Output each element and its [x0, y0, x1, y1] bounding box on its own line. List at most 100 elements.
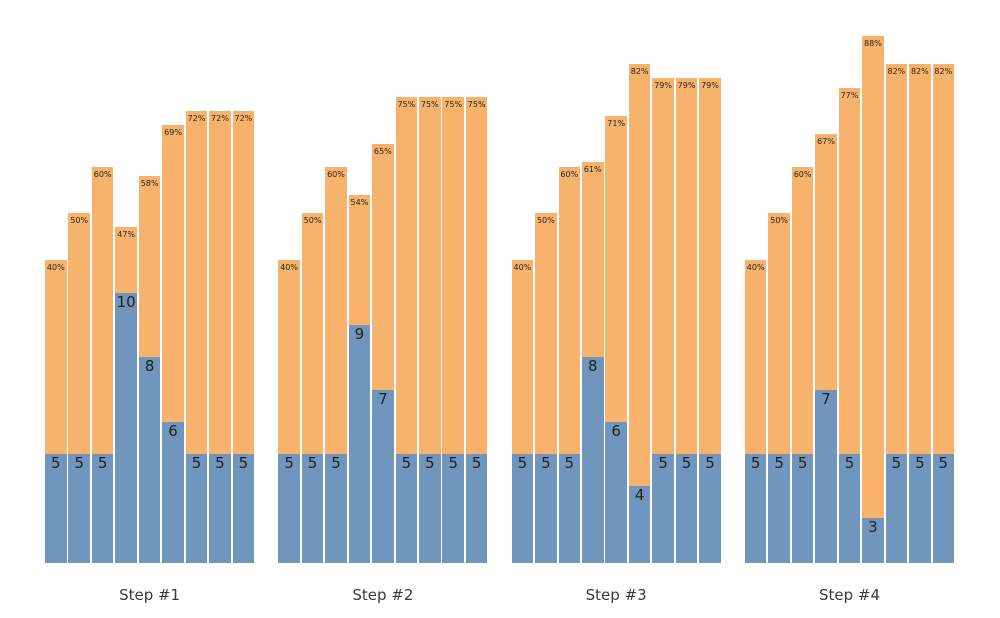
- bar-blue-segment: [68, 454, 91, 563]
- step-label: Step #3: [585, 586, 647, 604]
- bar-pct-label: 75%: [397, 99, 416, 109]
- bar-blue-segment: [348, 325, 371, 563]
- bar-orange-segment: [652, 78, 674, 454]
- bar-blue-segment: [909, 454, 931, 563]
- bar-pct-label: 50%: [70, 216, 89, 226]
- bar-pct-label: 82%: [934, 67, 953, 77]
- step-label: Step #1: [119, 586, 181, 604]
- bar-pct-label: 40%: [513, 263, 532, 272]
- bar-value-label: 8: [587, 357, 598, 376]
- bar-pct-label: 69%: [164, 127, 182, 137]
- bar-orange-segment: [372, 143, 394, 390]
- bar-blue-segment: [372, 389, 394, 563]
- bar-value-label: 5: [51, 454, 61, 472]
- bar-pct-label: 82%: [887, 67, 906, 77]
- bar-blue-segment: [138, 357, 161, 563]
- bar-blue-segment: [699, 454, 721, 563]
- bar-value-label: 5: [284, 454, 294, 472]
- bar-blue-segment: [419, 454, 441, 563]
- bar-blue-segment: [652, 454, 674, 563]
- bar-orange-segment: [815, 134, 837, 390]
- bar-value-label: 5: [517, 454, 528, 472]
- bar-pct-label: 50%: [303, 216, 322, 226]
- bar-pct-label: 65%: [374, 146, 392, 156]
- bar-value-label: 5: [331, 454, 341, 472]
- bar-value-label: 5: [774, 454, 784, 472]
- bar-orange-segment: [511, 260, 534, 454]
- bar-value-label: 5: [750, 454, 761, 472]
- bar-orange-segment: [45, 260, 67, 454]
- bar-blue-segment: [768, 454, 790, 563]
- bar-pct-label: 72%: [211, 113, 229, 123]
- bar-value-label: 8: [144, 357, 155, 376]
- bar-pct-label: 40%: [46, 263, 65, 272]
- bar-pct-label: 50%: [770, 216, 789, 226]
- bar-blue-segment: [278, 454, 300, 563]
- bar-orange-segment: [909, 64, 931, 454]
- bar-value-label: 5: [681, 454, 692, 472]
- bar-value-label: 4: [634, 486, 645, 505]
- bar-value-label: 6: [168, 421, 178, 440]
- bar-pct-label: 75%: [467, 99, 486, 109]
- bar-blue-segment: [511, 454, 534, 563]
- bar-pct-label: 71%: [607, 118, 626, 128]
- bar-orange-segment: [301, 213, 324, 454]
- bar-pct-label: 79%: [654, 81, 672, 91]
- bar-value-label: 5: [307, 454, 318, 472]
- bar-orange-segment: [744, 260, 767, 454]
- bar-blue-segment: [162, 421, 184, 563]
- bar-orange-segment: [138, 176, 161, 358]
- bar-blue-segment: [815, 389, 837, 563]
- bar-blue-segment: [395, 454, 418, 563]
- bar-orange-segment: [558, 166, 581, 454]
- bar-value-label: 5: [471, 454, 482, 472]
- bar-pct-label: 60%: [93, 169, 112, 179]
- bar-pct-label: 67%: [817, 137, 835, 147]
- step-label: Step #4: [818, 586, 881, 604]
- bar-value-label: 5: [564, 454, 575, 472]
- bar-orange-segment: [605, 115, 627, 422]
- bar-value-label: 5: [97, 454, 108, 472]
- bar-value-label: 5: [425, 454, 435, 472]
- bar-orange-segment: [348, 194, 371, 326]
- bar-pct-label: 79%: [677, 81, 696, 91]
- bar-pct-label: 61%: [583, 165, 602, 175]
- bar-pct-label: 60%: [327, 169, 345, 179]
- bar-blue-segment: [628, 486, 651, 563]
- bar-pct-label: 47%: [117, 230, 136, 240]
- bar-pct-label: 72%: [234, 113, 253, 123]
- bar-blue-segment: [232, 454, 255, 563]
- bar-pct-label: 88%: [864, 39, 882, 49]
- bar-value-label: 10: [116, 293, 136, 311]
- bar-orange-segment: [162, 124, 184, 422]
- bar-blue-segment: [791, 454, 814, 563]
- bar-blue-segment: [301, 454, 324, 563]
- bar-blue-segment: [45, 454, 67, 563]
- bar-pct-label: 77%: [840, 90, 859, 100]
- bar-value-label: 5: [915, 454, 925, 472]
- bar-orange-segment: [581, 162, 604, 358]
- bar-blue-segment: [325, 454, 347, 563]
- bar-value-label: 5: [215, 454, 225, 472]
- bar-orange-segment: [209, 110, 231, 454]
- bar-orange-segment: [535, 213, 557, 454]
- bar-blue-segment: [932, 454, 955, 563]
- bar-blue-segment: [862, 518, 884, 563]
- bar-value-label: 5: [448, 454, 458, 472]
- bar-orange-segment: [68, 213, 91, 454]
- bar-orange-segment: [442, 96, 465, 454]
- bar-orange-segment: [115, 227, 137, 293]
- bar-pct-label: 40%: [280, 263, 298, 272]
- bar-orange-segment: [862, 36, 884, 519]
- bar-value-label: 7: [821, 389, 831, 408]
- bar-blue-segment: [675, 454, 698, 563]
- bar-blue-segment: [185, 454, 208, 563]
- bar-pct-label: 40%: [746, 263, 765, 272]
- bar-value-label: 6: [611, 421, 621, 440]
- bar-orange-segment: [675, 78, 698, 454]
- bar-pct-label: 82%: [910, 67, 929, 77]
- bar-pct-label: 58%: [140, 179, 159, 189]
- bar-pct-label: 72%: [187, 113, 206, 123]
- bar-orange-segment: [278, 260, 300, 454]
